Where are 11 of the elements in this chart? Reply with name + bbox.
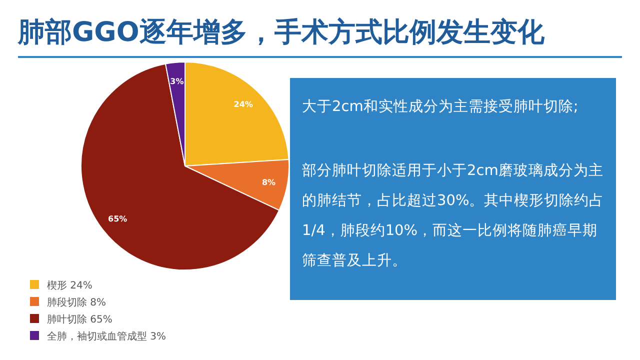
legend-label: 肺段切除 8% xyxy=(47,296,106,308)
chart-title: 肺部GGO逐年增多，手术方式比例发生变化 xyxy=(18,16,544,50)
legend-label: 楔形 24% xyxy=(47,280,92,292)
data-label: 65% xyxy=(108,214,128,224)
data-label: 24% xyxy=(234,100,253,109)
legend-label: 全肺，袖切或血管成型 3% xyxy=(47,330,166,342)
data-label: 8% xyxy=(262,178,276,187)
legend-label: 肺叶切除 65% xyxy=(47,314,112,326)
text: 大于2cm和实性成分为主需接受肺叶切除; xyxy=(302,98,580,117)
text: 部分肺叶切除适用于小于2cm磨玻璃成分为主的肺结节，占比超过30%。其中楔形切除约占1/4，肺段约10%，而这一比例将随肺癌早期筛查普及上升。 xyxy=(302,162,606,271)
data-label: 3% xyxy=(170,77,184,86)
